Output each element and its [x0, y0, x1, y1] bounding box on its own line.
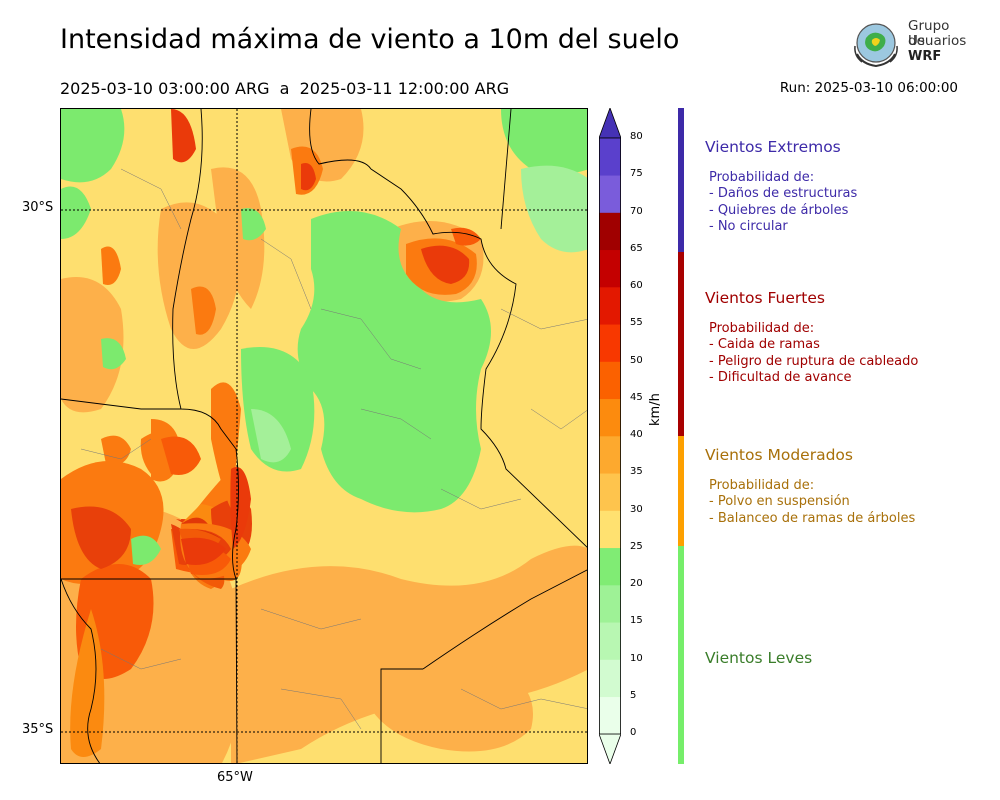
colorbar-segment	[599, 510, 621, 549]
wind-category: Vientos Leves	[705, 649, 812, 667]
colorbar-segment	[599, 585, 621, 623]
category-title: Vientos Fuertes	[705, 289, 825, 307]
colorbar-segment	[599, 436, 621, 474]
category-description-line: Probabilidad de:	[709, 478, 815, 493]
lat-label-35s: 35°S	[22, 722, 54, 737]
colorbar-segment	[599, 547, 621, 586]
category-color-bar	[678, 108, 684, 252]
colorbar-segment	[599, 249, 621, 288]
category-description-line: - Caida de ramas	[709, 337, 820, 353]
category-description-line: - Quiebres de árboles	[709, 202, 849, 218]
colorbar-segment	[599, 287, 621, 325]
colorbar-tick-label: 10	[630, 652, 643, 664]
colorbar-segment	[599, 398, 621, 437]
category-description-line: - Peligro de ruptura de cableado	[709, 353, 919, 369]
colorbar-tick-label: 0	[630, 727, 637, 738]
colorbar-tick-label: 35	[630, 466, 643, 478]
category-description-line: - No circular	[709, 218, 788, 234]
colorbar-tick-label: 75	[630, 168, 643, 180]
colorbar-tick-label: 80	[630, 131, 643, 142]
colorbar-segment	[599, 473, 621, 511]
colorbar-segment	[599, 212, 621, 251]
category-description-line: - Balanceo de ramas de árboles	[709, 510, 916, 526]
colorbar-tick-label: 40	[630, 429, 643, 440]
colorbar-extend-min	[599, 733, 621, 764]
colorbar-segment	[599, 659, 621, 698]
wind-category: Vientos Extremos Probabilidad de: - Daños …	[705, 138, 857, 235]
colorbar-segment	[599, 324, 621, 362]
colorbar-tick-label: 15	[630, 615, 643, 627]
colorbar-unit: km/h	[648, 393, 663, 426]
colorbar-tick-label: 50	[630, 354, 643, 366]
colorbar-tick-label: 60	[630, 280, 643, 291]
colorbar-segment	[599, 175, 621, 213]
colorbar-tick-label: 20	[630, 578, 643, 589]
colorbar	[599, 108, 621, 764]
category-title: Vientos Moderados	[705, 446, 853, 464]
wind-field	[61, 109, 587, 763]
category-color-bar	[678, 436, 684, 546]
globe-icon	[854, 23, 898, 68]
category-title: Vientos Extremos	[705, 138, 841, 156]
logo-text-line3: WRF	[908, 49, 942, 64]
colorbar-frame	[599, 137, 621, 735]
colorbar-tick-label: 65	[630, 242, 643, 254]
category-description: Probabilidad de: - Caida de ramas - Peligr…	[705, 321, 918, 386]
wind-category: Vientos Moderados Probabilidad de: - Polvo…	[705, 446, 915, 527]
wind-category: Vientos Fuertes Probabilidad de: - Caida d…	[705, 289, 918, 386]
colorbar-segment	[599, 138, 621, 176]
category-color-bar	[678, 546, 684, 764]
category-title: Vientos Leves	[705, 649, 813, 667]
category-color-bar	[678, 252, 684, 436]
category-description-line: Probabilidad de:	[709, 170, 815, 185]
colorbar-tick-label: 45	[630, 391, 643, 403]
colorbar-tick-label: 25	[630, 540, 643, 552]
forecast-period: 2025-03-10 03:00:00 ARG a 2025-03-11 12:…	[60, 79, 510, 98]
category-description-line: Probabilidad de:	[709, 321, 815, 336]
colorbar-segment	[599, 361, 621, 400]
colorbar-tick-label: 55	[630, 317, 643, 329]
category-description: Probabilidad de: - Polvo en suspensión - B…	[705, 478, 915, 527]
colorbar-segment	[599, 696, 621, 735]
colorbar-segment	[599, 622, 621, 660]
wrf-logo: Grupo de Usuarios WRF	[848, 16, 970, 72]
map-title: Intensidad máxima de viento a 10m del su…	[60, 24, 680, 55]
category-description: Probabilidad de: - Daños de estructuras - …	[705, 170, 857, 235]
run-time: Run: 2025-03-10 06:00:00	[779, 80, 958, 96]
category-description-line: - Dificultad de avance	[709, 369, 852, 385]
lat-label-30s: 30°S	[22, 200, 54, 215]
colorbar-tick-label: 70	[630, 205, 643, 217]
category-description-line: - Daños de estructuras	[709, 186, 858, 202]
wind-map	[60, 108, 588, 764]
logo-text-line1: Grupo de	[908, 18, 950, 49]
colorbar-extend-max	[599, 108, 621, 139]
colorbar-tick-label: 5	[630, 689, 637, 701]
category-description-line: - Polvo en suspensión	[709, 494, 850, 510]
colorbar-tick-label: 30	[630, 503, 643, 515]
logo-text-line2: Usuarios	[908, 33, 967, 49]
lon-label-65w: 65°W	[217, 770, 253, 785]
